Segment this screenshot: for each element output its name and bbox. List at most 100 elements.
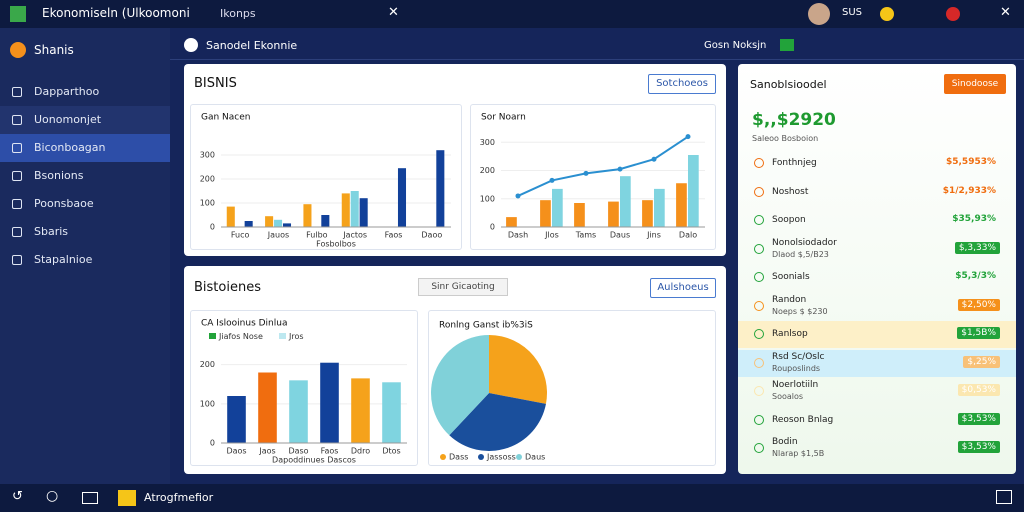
row-sub: Rouposlinds — [772, 363, 821, 373]
row-amount: $5,3/3% — [955, 271, 996, 281]
bar — [258, 372, 277, 443]
row-amount: $0,53% — [957, 384, 1000, 396]
panel-button[interactable]: Aulshoeus — [650, 278, 716, 298]
row-amount: $3,53% — [957, 441, 1000, 453]
bar — [341, 193, 350, 227]
row-icon — [754, 329, 764, 339]
bar — [320, 362, 339, 443]
panel-title: Bistoienes — [194, 280, 261, 295]
chart-card: Gan Nacen 0 100 200 300 Fuco Jauos Fulbo Jactos F… — [190, 104, 462, 250]
nav-icon — [12, 227, 22, 237]
close-tab[interactable]: ✕ — [388, 5, 399, 20]
point — [583, 170, 589, 176]
back-button[interactable]: ↺ — [12, 489, 23, 504]
x-tick-label: Jauos — [267, 231, 289, 240]
pie-slice — [431, 335, 489, 436]
chart-title: Ronlng Ganst ib%3iS — [439, 321, 533, 331]
bar — [574, 203, 585, 227]
header-title: Sanodel Ekonnie — [206, 39, 298, 52]
home-button[interactable]: ○ — [46, 488, 59, 504]
panel-statistics: Bistoienes Sinr Gicaoting Aulshoeus CA I… — [184, 266, 726, 474]
status-icon[interactable] — [880, 7, 894, 21]
nav-item[interactable]: Bsonions — [0, 162, 170, 190]
legend-label: Dass — [449, 453, 468, 462]
bar — [642, 200, 653, 227]
list-row: Rsd Sc/Oslc Rouposlinds $,25% — [738, 349, 1016, 377]
x-tick-label: Daso — [288, 447, 308, 456]
legend-label: Jiafos Nose — [218, 332, 263, 341]
bar — [676, 183, 687, 227]
bar — [227, 396, 246, 443]
top-bar: Ekonomiseln (Ulkoomoni Ikonps ✕ SUS ✕ — [0, 0, 1024, 28]
notification-icon[interactable] — [946, 7, 960, 21]
bar — [274, 219, 283, 227]
row-name: Nonolsiodador — [772, 237, 837, 248]
sidebar: Shanis Dapparthoo Uonomonjet Biconboagan Bs… — [0, 28, 170, 484]
panel-button[interactable]: Sotchoeos — [648, 74, 716, 94]
brand: Shanis — [34, 43, 74, 57]
point — [515, 193, 521, 199]
row-amount: $,25% — [963, 355, 1000, 368]
pie-slice — [489, 335, 547, 404]
x-tick-label: Dalo — [679, 231, 697, 240]
bar — [436, 150, 445, 227]
list-row: Ranlsop $1,5B% — [738, 321, 1016, 348]
nav-item[interactable]: Uonomonjet — [0, 106, 170, 134]
chat-icon[interactable] — [996, 490, 1012, 504]
legend-label: Daus — [525, 453, 545, 462]
row-icon — [754, 158, 764, 168]
point — [685, 134, 691, 140]
x-tick-label: Faos — [321, 447, 339, 456]
row-amount: $1,5B% — [957, 327, 1000, 339]
nav-item[interactable]: Poonsbaoe — [0, 190, 170, 218]
bar — [350, 191, 359, 227]
row-icon — [754, 357, 764, 368]
row-amount: $3,53% — [957, 412, 1000, 425]
nav-item[interactable]: Biconboagan — [0, 134, 170, 162]
row-name: Ranlsop — [772, 329, 808, 339]
taskbar: ↺ ○ Atrogfmefior — [0, 484, 1024, 512]
folder-icon[interactable] — [118, 490, 136, 506]
nav-icon — [12, 171, 22, 181]
x-tick-label: Daoo — [421, 231, 442, 240]
row-amount: $,3,33% — [954, 241, 1000, 254]
y-tick-label: 0 — [210, 223, 215, 232]
row-name: Fonthnjeg — [772, 158, 817, 168]
list-row: Bodin Nlarap $1,5B $3,53% — [746, 435, 1008, 462]
row-icon — [754, 300, 764, 311]
bar — [321, 215, 330, 227]
bar — [620, 176, 631, 227]
avatar[interactable] — [808, 3, 830, 25]
nav-item[interactable]: Sbaris — [0, 218, 170, 246]
panel-title: Sanoblsioodel — [750, 78, 827, 91]
close-window[interactable]: ✕ — [1000, 5, 1011, 20]
panel-button[interactable]: Sinodoose — [944, 74, 1006, 94]
row-name: Soopon — [772, 215, 806, 225]
nav-icon — [12, 255, 22, 265]
nav-item[interactable]: Dapparthoo — [0, 78, 170, 106]
row-name: Reoson Bnlag — [772, 414, 834, 425]
row-icon — [754, 215, 764, 225]
point — [617, 166, 623, 172]
apps-button[interactable] — [82, 492, 98, 504]
nav-icon — [12, 199, 22, 209]
bar — [303, 204, 312, 227]
chart: Ronlng Ganst ib%3iS Dass Jassoss Daus — [431, 321, 547, 462]
nav-item[interactable]: Stapalnioe — [0, 246, 170, 274]
list-row: Soonials $5,3/3% — [746, 264, 1008, 291]
row-amount: $5,5953% — [945, 157, 996, 167]
y-tick-label: 300 — [480, 138, 495, 147]
taskbar-app[interactable]: Atrogfmefior — [144, 491, 214, 504]
dropdown[interactable]: Sinr Gicaoting — [418, 278, 508, 296]
tab[interactable]: Ikonps — [220, 7, 256, 20]
list-row: Reoson Bnlag $3,53% — [746, 407, 1008, 434]
legend-swatch — [478, 454, 484, 460]
y-tick-label: 100 — [480, 194, 495, 203]
x-tick-label: Jactos — [342, 231, 367, 240]
row-amount: $35,93% — [952, 214, 996, 224]
window-title: Ekonomiseln (Ulkoomoni — [42, 6, 190, 20]
nav-icon — [12, 143, 22, 153]
x-tick-label: Jlos — [544, 231, 559, 240]
x-tick-label: Daos — [226, 447, 246, 456]
